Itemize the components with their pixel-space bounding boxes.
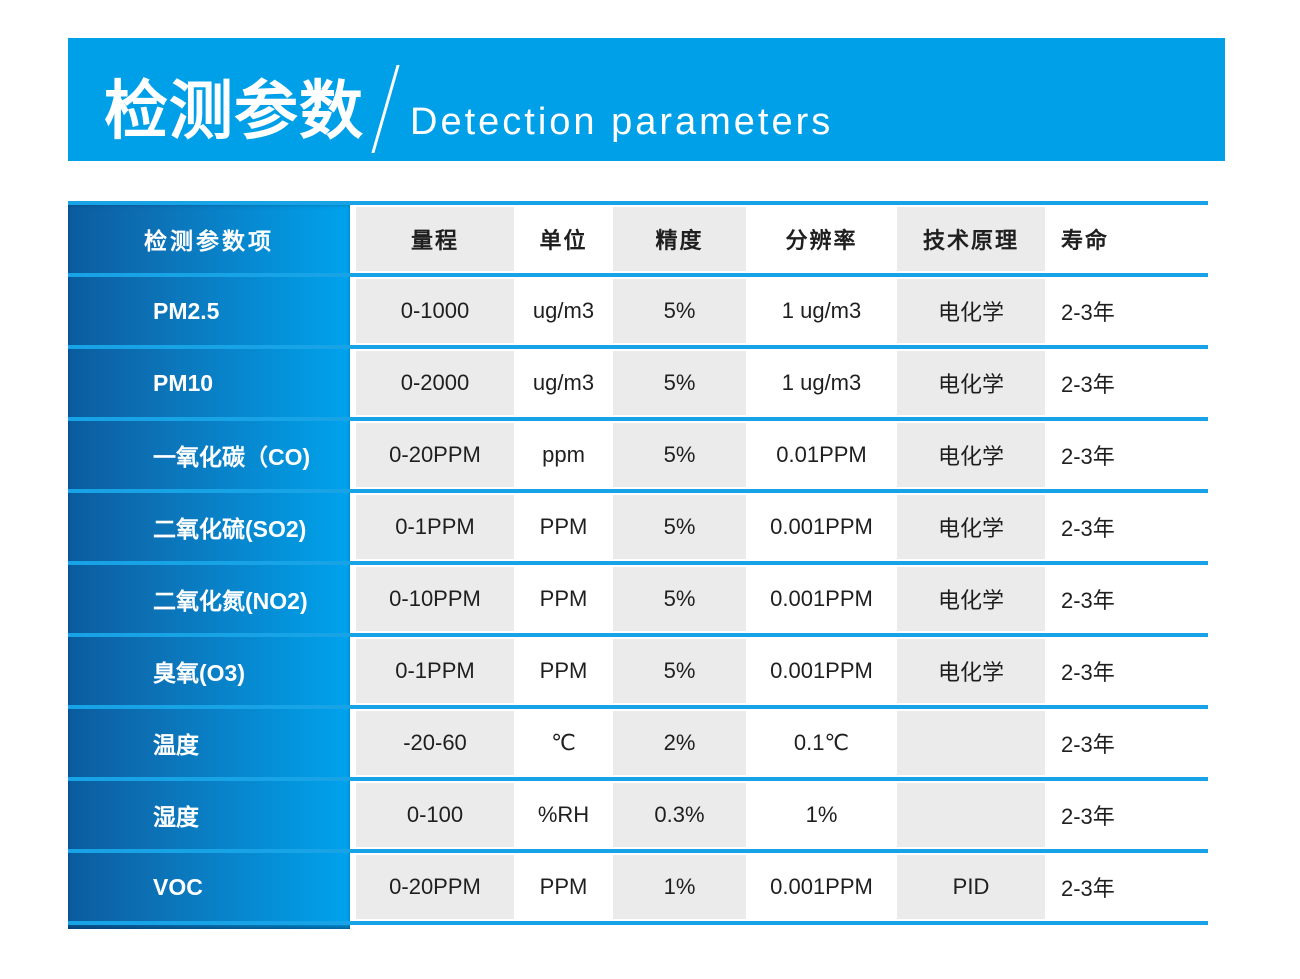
- parameter-column-background: [68, 201, 350, 929]
- row-lifespan: 2-3年: [1061, 372, 1115, 397]
- row-accuracy: 5%: [613, 349, 746, 417]
- row-accuracy: 1%: [613, 853, 746, 921]
- table-header-row: 检测参数项 量程 单位 精度 分辨率 技术原理 寿命: [68, 205, 1208, 273]
- slash-divider: [371, 65, 400, 153]
- row-unit: PPM: [539, 874, 588, 899]
- row-resolution: 0.001PPM: [770, 874, 873, 899]
- row-principle: 电化学: [897, 493, 1045, 561]
- row-separator: [68, 489, 1208, 493]
- row-principle: PID: [897, 853, 1045, 921]
- row-range: 0-20PPM: [356, 421, 514, 489]
- row-range: 0-100: [356, 781, 514, 849]
- row-range: 0-20PPM: [356, 853, 514, 921]
- row-range: 0-2000: [356, 349, 514, 417]
- row-parameter-name: 二氧化氮(NO2): [153, 588, 308, 614]
- table-top-border: [68, 201, 1208, 205]
- row-lifespan: 2-3年: [1061, 588, 1115, 613]
- header-principle: 技术原理: [897, 205, 1045, 273]
- header-parameter: 检测参数项: [144, 228, 274, 254]
- table-row: 温度 -20-60 ℃ 2% 0.1℃ 2-3年: [68, 709, 1208, 777]
- row-accuracy: 5%: [613, 421, 746, 489]
- row-accuracy: 2%: [613, 709, 746, 777]
- row-range: 0-1000: [356, 277, 514, 345]
- row-resolution: 1 ug/m3: [781, 370, 862, 395]
- row-separator: [68, 777, 1208, 781]
- row-unit: PPM: [539, 658, 588, 683]
- row-accuracy: 5%: [613, 277, 746, 345]
- row-parameter-name: VOC: [153, 873, 203, 900]
- row-principle: 电化学: [897, 637, 1045, 705]
- row-resolution: 0.1℃: [793, 730, 850, 755]
- row-range: 0-1PPM: [356, 637, 514, 705]
- row-parameter-name: 二氧化硫(SO2): [153, 516, 307, 542]
- row-parameter-name: 臭氧(O3): [153, 660, 245, 686]
- row-resolution: 1%: [805, 802, 838, 827]
- row-resolution: 0.001PPM: [770, 586, 873, 611]
- row-separator: [68, 345, 1208, 349]
- section-banner: 检测参数 Detection parameters: [68, 38, 1225, 161]
- row-unit: ppm: [542, 442, 585, 467]
- detection-parameters-table: 检测参数项 量程 单位 精度 分辨率 技术原理 寿命 PM2.5 0-1000 …: [68, 201, 1208, 929]
- row-range: 0-1PPM: [356, 493, 514, 561]
- row-unit: ℃: [551, 730, 576, 755]
- row-parameter-name: PM2.5: [153, 297, 220, 324]
- table-row: PM10 0-2000 ug/m3 5% 1 ug/m3 电化学 2-3年: [68, 349, 1208, 417]
- row-accuracy: 5%: [613, 637, 746, 705]
- table-row: 二氧化硫(SO2) 0-1PPM PPM 5% 0.001PPM 电化学 2-3…: [68, 493, 1208, 561]
- row-unit: %RH: [537, 802, 590, 827]
- row-principle: 电化学: [897, 565, 1045, 633]
- row-resolution: 0.001PPM: [770, 514, 873, 539]
- row-accuracy: 0.3%: [613, 781, 746, 849]
- row-unit: ug/m3: [532, 298, 595, 323]
- row-lifespan: 2-3年: [1061, 444, 1115, 469]
- header-unit: 单位: [539, 228, 588, 253]
- row-lifespan: 2-3年: [1061, 804, 1115, 829]
- table-body: PM2.5 0-1000 ug/m3 5% 1 ug/m3 电化学 2-3年 P…: [68, 277, 1208, 925]
- row-parameter-name: PM10: [153, 369, 214, 396]
- row-separator: [68, 921, 1208, 925]
- table-row: VOC 0-20PPM PPM 1% 0.001PPM PID 2-3年: [68, 853, 1208, 921]
- table-row: 一氧化碳（CO) 0-20PPM ppm 5% 0.01PPM 电化学 2-3年: [68, 421, 1208, 489]
- row-separator: [68, 849, 1208, 853]
- row-accuracy: 5%: [613, 565, 746, 633]
- row-parameter-name: 一氧化碳（CO): [153, 444, 311, 470]
- row-unit: ug/m3: [532, 370, 595, 395]
- table-row: PM2.5 0-1000 ug/m3 5% 1 ug/m3 电化学 2-3年: [68, 277, 1208, 345]
- table-row: 湿度 0-100 %RH 0.3% 1% 2-3年: [68, 781, 1208, 849]
- row-lifespan: 2-3年: [1061, 300, 1115, 325]
- row-resolution: 0.001PPM: [770, 658, 873, 683]
- row-resolution: 1 ug/m3: [781, 298, 862, 323]
- row-lifespan: 2-3年: [1061, 876, 1115, 901]
- row-separator: [68, 417, 1208, 421]
- row-principle: 电化学: [897, 421, 1045, 489]
- header-range: 量程: [356, 205, 514, 273]
- section-title-en: Detection parameters: [410, 101, 834, 143]
- row-separator: [68, 705, 1208, 709]
- header-accuracy: 精度: [613, 205, 746, 273]
- row-unit: PPM: [539, 586, 588, 611]
- row-range: 0-10PPM: [356, 565, 514, 633]
- row-lifespan: 2-3年: [1061, 732, 1115, 757]
- row-unit: PPM: [539, 514, 588, 539]
- row-separator: [68, 633, 1208, 637]
- section-title-zh: 检测参数: [104, 75, 364, 147]
- row-separator: [68, 561, 1208, 565]
- row-separator: [68, 273, 1208, 277]
- row-principle: [897, 781, 1045, 849]
- row-principle: 电化学: [897, 349, 1045, 417]
- row-accuracy: 5%: [613, 493, 746, 561]
- row-principle: [897, 709, 1045, 777]
- table-row: 臭氧(O3) 0-1PPM PPM 5% 0.001PPM 电化学 2-3年: [68, 637, 1208, 705]
- row-principle: 电化学: [897, 277, 1045, 345]
- row-parameter-name: 湿度: [153, 804, 199, 830]
- row-lifespan: 2-3年: [1061, 660, 1115, 685]
- header-lifespan: 寿命: [1061, 228, 1110, 253]
- row-parameter-name: 温度: [153, 732, 199, 758]
- table-row: 二氧化氮(NO2) 0-10PPM PPM 5% 0.001PPM 电化学 2-…: [68, 565, 1208, 633]
- row-resolution: 0.01PPM: [776, 442, 867, 467]
- row-lifespan: 2-3年: [1061, 516, 1115, 541]
- row-range: -20-60: [356, 709, 514, 777]
- header-resolution: 分辨率: [785, 228, 858, 253]
